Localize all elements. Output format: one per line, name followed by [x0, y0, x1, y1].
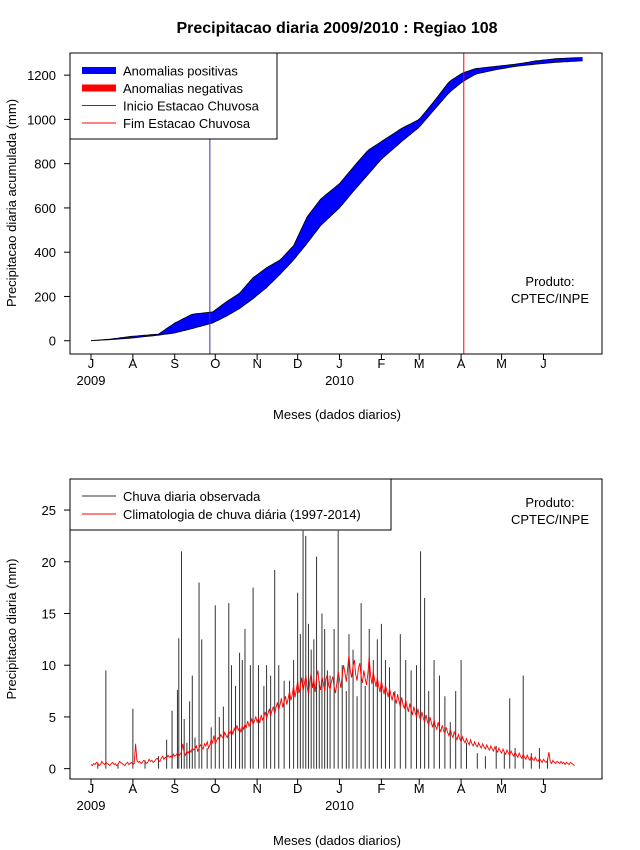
daily-month-label: J — [88, 781, 95, 796]
cumulative-month-label: N — [252, 356, 261, 371]
daily-legend: Chuva diaria observada Climatologia de c… — [69, 478, 392, 531]
daily-year-label: 2010 — [325, 798, 354, 813]
daily-month-label: A — [457, 781, 466, 796]
cumulative-month-label: D — [293, 356, 302, 371]
climatology-cumulative-line — [90, 60, 583, 342]
daily-y-tick-label: 0 — [49, 762, 56, 777]
daily-y-axis: 0 5 10 15 20 25 — [42, 503, 71, 777]
daily-y-tick-label: 15 — [42, 606, 56, 621]
daily-month-label: M — [414, 781, 425, 796]
cumulative-y-tick-label: 1200 — [27, 68, 56, 83]
cumulative-month-label: J — [540, 356, 547, 371]
legend-label-fim-estacao: Fim Estacao Chuvosa — [123, 116, 251, 131]
cumulative-month-label: F — [377, 356, 385, 371]
cumulative-year-label: 2010 — [325, 373, 354, 388]
cumulative-y-tick-label: 1000 — [27, 112, 56, 127]
cumulative-month-label: J — [336, 356, 343, 371]
cumulative-y-axis-label: Precipitacao diaria acumulada (mm) — [4, 99, 19, 307]
daily-y-tick-label: 5 — [49, 710, 56, 725]
daily-year-label: 2009 — [77, 798, 106, 813]
climatology-daily-line — [90, 654, 575, 767]
daily-annotation-source: CPTEC/INPE — [511, 512, 589, 527]
cumulative-month-label: J — [88, 356, 95, 371]
cumulative-y-tick-label: 0 — [49, 334, 56, 349]
daily-y-tick-label: 10 — [42, 658, 56, 673]
cumulative-month-label: A — [129, 356, 138, 371]
daily-x-axis: J A S O N D J F M A M J 2009 2010 — [77, 778, 547, 813]
daily-y-axis-label: Precipitacao diaria (mm) — [4, 559, 19, 700]
daily-y-tick-label: 20 — [42, 555, 56, 570]
panel-daily: 0 5 10 15 20 25 J A S O N D J F M A M J 2009 2010 Precipit… — [4, 478, 603, 848]
positive-anomaly-area — [91, 57, 583, 341]
daily-month-label: J — [336, 781, 343, 796]
legend-label-chuva-observada: Chuva diaria observada — [123, 489, 261, 504]
daily-month-label: M — [496, 781, 507, 796]
cumulative-y-axis: 0 200 400 600 800 1000 1200 — [27, 68, 71, 349]
cumulative-month-label: S — [170, 356, 179, 371]
cumulative-annotation-source: CPTEC/INPE — [511, 291, 589, 306]
daily-month-label: J — [540, 781, 547, 796]
chart-title: Precipitacao diaria 2009/2010 : Regiao 1… — [176, 20, 497, 37]
cumulative-y-tick-label: 800 — [34, 157, 56, 172]
legend-label-climatologia: Climatologia de chuva diária (1997-2014) — [123, 507, 361, 522]
daily-month-label: F — [377, 781, 385, 796]
daily-y-tick-label: 25 — [42, 503, 56, 518]
daily-x-axis-label: Meses (dados diarios) — [273, 833, 401, 848]
daily-month-label: D — [293, 781, 302, 796]
daily-month-label: N — [252, 781, 261, 796]
cumulative-month-label: O — [210, 356, 220, 371]
cumulative-legend: Anomalias positivas Anomalias negativas … — [69, 52, 278, 140]
cumulative-y-tick-label: 200 — [34, 289, 56, 304]
legend-label-anomalias-positivas: Anomalias positivas — [123, 64, 238, 79]
daily-month-label: S — [170, 781, 179, 796]
cumulative-month-label: A — [457, 356, 466, 371]
daily-legend-box — [69, 478, 392, 531]
legend-label-anomalias-negativas: Anomalias negativas — [123, 81, 243, 96]
legend-label-inicio-estacao: Inicio Estacao Chuvosa — [123, 99, 260, 114]
cumulative-year-label: 2009 — [77, 373, 106, 388]
cumulative-annotation-produto: Produto: — [525, 274, 574, 289]
cumulative-y-tick-label: 600 — [34, 201, 56, 216]
cumulative-x-axis-label: Meses (dados diarios) — [273, 407, 401, 422]
daily-month-label: O — [210, 781, 220, 796]
cumulative-y-tick-label: 400 — [34, 245, 56, 260]
daily-annotation-produto: Produto: — [525, 495, 574, 510]
daily-plot-area — [90, 530, 575, 769]
cumulative-x-axis: J A S O N D J F M A M J 2009 2010 — [77, 353, 547, 388]
panel-cumulative: 0 200 400 600 800 1000 1200 J A S O N D J F M A M J 2009 20… — [4, 52, 603, 422]
cumulative-month-label: M — [496, 356, 507, 371]
observed-cumulative-line — [90, 57, 583, 342]
daily-month-label: A — [129, 781, 138, 796]
cumulative-month-label: M — [414, 356, 425, 371]
